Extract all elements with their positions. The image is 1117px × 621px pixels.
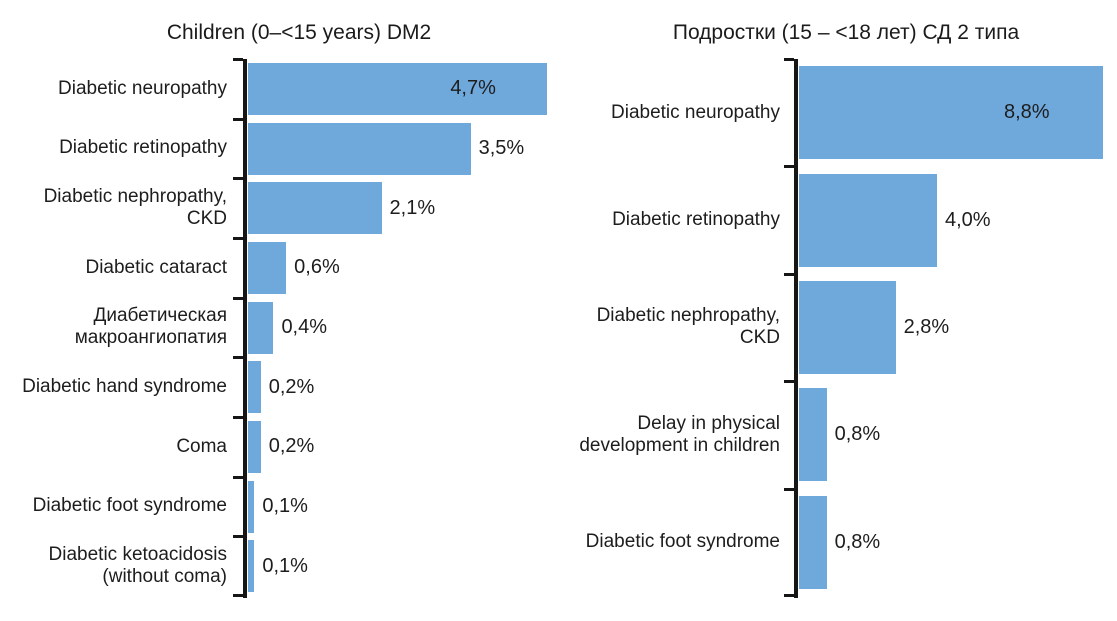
category-label: Diabetic foot syndrome [585, 531, 780, 553]
chart-title: Children (0–<15 years) DM2 [166, 21, 432, 44]
bar [248, 301, 274, 354]
axis-tick [784, 273, 794, 276]
category-label: Diabetic foot syndrome [32, 495, 227, 517]
bar [799, 66, 1103, 160]
value-label: 4,0% [945, 208, 991, 231]
value-label: 8,8% [1004, 101, 1050, 124]
axis-tick [233, 416, 243, 419]
axis-tick [784, 380, 794, 383]
category-labels: Diabetic neuropathy Diabetic retinopathy D… [0, 59, 233, 596]
axis-tick [233, 535, 243, 538]
value-label: 0,2% [268, 435, 315, 458]
axis-tick [233, 177, 243, 180]
value-label: 2,8% [903, 315, 950, 338]
value-label: 0,2% [268, 375, 315, 398]
chart-title: Подростки (15 – <18 лет) СД 2 типа [672, 21, 1020, 44]
axis-tick [233, 297, 243, 300]
value-label: 0,6% [294, 256, 340, 279]
category-label: Диабетическая макроангиопатия [74, 305, 227, 349]
axis-tick [233, 58, 243, 61]
bar [248, 62, 547, 115]
value-label: 2,1% [389, 196, 436, 219]
category-label: Diabetic nephropathy, CKD [43, 186, 227, 230]
category-label: Diabetic hand syndrome [22, 376, 227, 398]
bar [799, 281, 896, 374]
category-label: Diabetic retinopathy [612, 209, 780, 231]
bar [248, 420, 261, 473]
chart-adolescents-15-18-dm2: Подростки (15 – <18 лет) СД 2 типа Diabe… [559, 0, 1117, 621]
bar [799, 388, 827, 482]
bar [799, 173, 937, 267]
category-label: Coma [176, 435, 227, 457]
category-axis-line [794, 59, 798, 598]
category-label: Delay in physical development in childre… [579, 412, 780, 456]
category-label: Diabetic neuropathy [611, 101, 780, 123]
axis-tick [784, 594, 794, 597]
bar [248, 122, 471, 175]
category-label: Diabetic cataract [85, 256, 227, 278]
axis-tick [233, 476, 243, 479]
category-label: Diabetic neuropathy [58, 77, 227, 99]
bar [799, 495, 827, 589]
category-label: Diabetic ketoacidosis (without coma) [48, 544, 227, 588]
category-labels: Diabetic neuropathy Diabetic retinopathy D… [559, 59, 786, 596]
axis-tick [233, 356, 243, 359]
axis-tick [784, 165, 794, 168]
category-label: Diabetic nephropathy, CKD [596, 305, 780, 349]
axis-tick [784, 58, 794, 61]
value-label: 0,8% [834, 423, 881, 446]
value-label: 0,1% [262, 554, 308, 577]
category-label: Diabetic retinopathy [59, 137, 227, 159]
axis-tick [233, 594, 243, 597]
chart-children-0-15-dm2: Children (0–<15 years) DM2 Diabetic neur… [0, 0, 558, 621]
value-label: 0,4% [281, 315, 328, 338]
axis-tick [233, 237, 243, 240]
bar [248, 361, 261, 414]
plot-area: Diabetic neuropathy Diabetic retinopathy D… [0, 58, 558, 598]
bar [248, 182, 382, 235]
value-label: 3,5% [478, 136, 525, 159]
value-label: 0,1% [262, 494, 308, 517]
plot-area: Diabetic neuropathy Diabetic retinopathy D… [559, 58, 1117, 598]
axis-tick [784, 488, 794, 491]
value-label: 0,8% [834, 530, 881, 553]
axis-tick [233, 118, 243, 121]
bar [248, 241, 287, 294]
value-label: 4,7% [450, 77, 496, 100]
bar [248, 480, 255, 533]
category-axis-line [243, 59, 247, 598]
bar [248, 540, 255, 593]
